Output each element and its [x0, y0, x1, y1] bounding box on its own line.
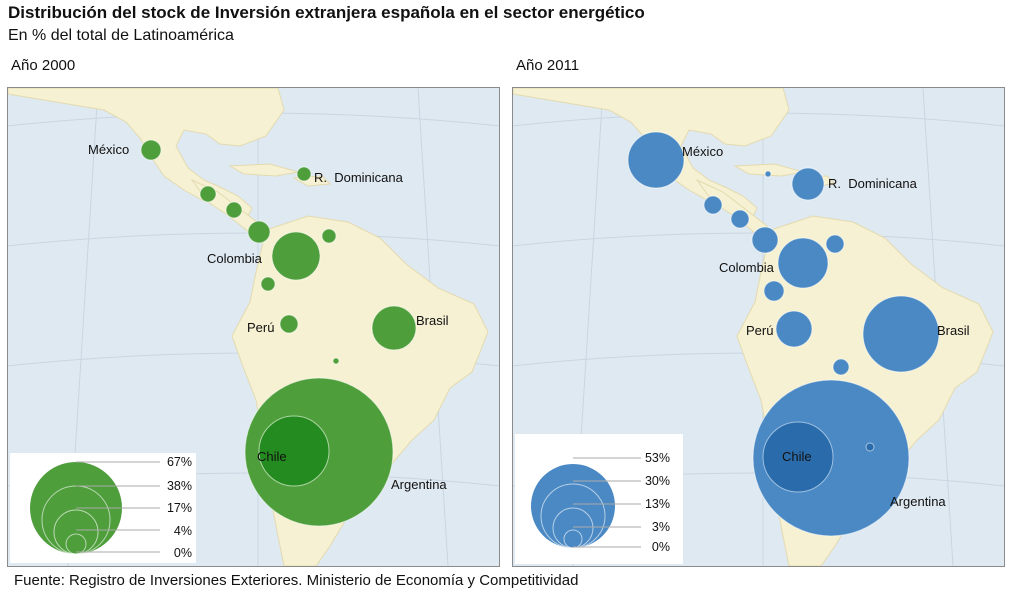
label-chile: Chile	[257, 449, 287, 464]
countries-layer	[140, 139, 417, 527]
legend-label-1: 53%	[645, 451, 670, 465]
bubble-venezuela	[321, 228, 337, 244]
label-peru: Perú	[247, 320, 274, 335]
label-brasil: Brasil	[416, 313, 449, 328]
cuba-land	[228, 163, 299, 177]
bubble-uruguay	[865, 442, 875, 452]
bubble-venezuela	[825, 234, 845, 254]
legend-label-5: 0%	[652, 540, 670, 554]
bubble-colombia	[271, 231, 321, 281]
label-mexico: México	[88, 142, 129, 157]
label-chile: Chile	[782, 449, 812, 464]
legend-circle-53	[531, 464, 615, 548]
bubble-ecuador	[260, 276, 276, 292]
countries-layer	[627, 131, 940, 537]
map-panel-2011: México R. Dominicana Colombia Perú Brasi…	[512, 87, 1005, 567]
source-note: Fuente: Registro de Inversiones Exterior…	[14, 572, 579, 589]
panel-label-2011: Año 2011	[516, 57, 580, 74]
bubble-brasil	[371, 305, 417, 351]
bubble-panama	[247, 220, 271, 244]
bubble-guatemala	[199, 185, 217, 203]
bubble-colombia	[777, 237, 829, 289]
label-colombia: Colombia	[207, 251, 263, 266]
bubble-mexico	[627, 131, 685, 189]
legend: 53% 30% 13% 3% 0%	[515, 434, 683, 564]
bubble-panama	[751, 226, 779, 254]
bubble-mexico	[140, 139, 162, 161]
bubble-dominicana	[791, 167, 825, 201]
bubble-bolivia	[832, 358, 850, 376]
bubble-peru	[279, 314, 299, 334]
page-title: Distribución del stock de Inversión extr…	[8, 3, 645, 22]
country-labels: México R. Dominicana Colombia Perú Brasi…	[88, 142, 449, 492]
bubble-nicaragua	[730, 209, 750, 229]
page-subtitle: En % del total de Latinoamérica	[8, 27, 234, 44]
panel-label-2000: Año 2000	[11, 57, 76, 74]
bubble-bolivia	[332, 357, 340, 365]
legend-label-4: 3%	[652, 520, 670, 534]
label-mexico: México	[682, 144, 723, 159]
country-labels: México R. Dominicana Colombia Perú Brasi…	[682, 144, 970, 509]
bubble-chile	[258, 415, 330, 487]
legend: 67% 38% 17% 4% 0%	[10, 453, 196, 563]
legend-label-1: 67%	[167, 455, 192, 469]
legend-label-3: 13%	[645, 497, 670, 511]
label-argentina: Argentina	[890, 494, 946, 509]
bubble-peru	[775, 310, 813, 348]
north-america-land	[8, 88, 285, 217]
label-argentina: Argentina	[391, 477, 447, 492]
legend-label-2: 30%	[645, 474, 670, 488]
legend-label-4: 4%	[174, 524, 192, 538]
legend-label-3: 17%	[167, 501, 192, 515]
bubble-ecuador	[763, 280, 785, 302]
legend-label-2: 38%	[167, 479, 192, 493]
map-panel-2000: México R. Dominicana Colombia Perú Brasi…	[7, 87, 500, 567]
label-colombia: Colombia	[719, 260, 775, 275]
bubble-nicaragua	[225, 201, 243, 219]
bubble-dominicana	[296, 166, 312, 182]
cuba-land	[733, 163, 804, 177]
bubble-cuba	[764, 170, 772, 178]
label-peru: Perú	[746, 323, 773, 338]
bubble-guatemala	[703, 195, 723, 215]
bubble-brasil	[862, 295, 940, 373]
legend-label-5: 0%	[174, 546, 192, 560]
label-brasil: Brasil	[937, 323, 970, 338]
label-dominicana: R. Dominicana	[314, 170, 404, 185]
bubble-chile	[762, 421, 834, 493]
label-dominicana: R. Dominicana	[828, 176, 918, 191]
